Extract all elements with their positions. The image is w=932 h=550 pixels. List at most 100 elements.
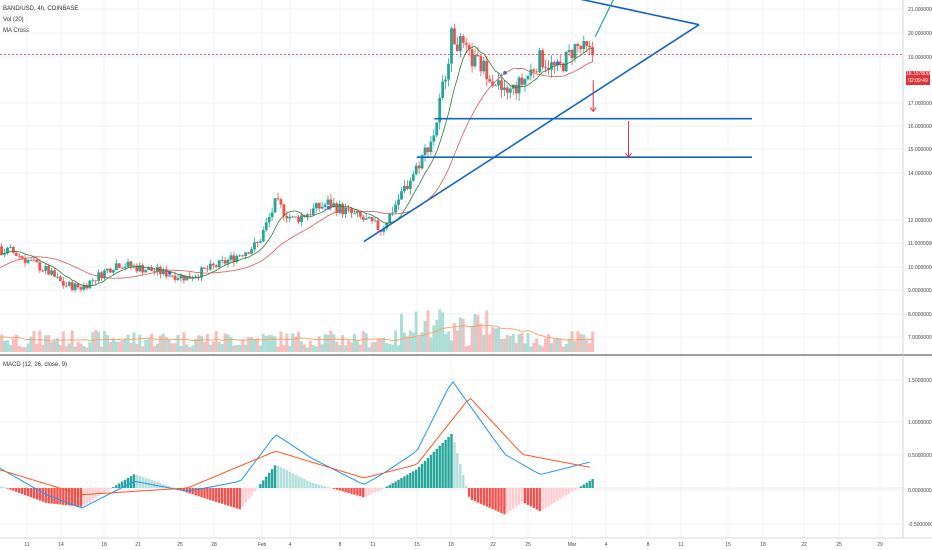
candle-body xyxy=(388,213,392,224)
symbol-legend[interactable]: BAND/USD, 4h, COINBASE xyxy=(3,6,79,12)
macd-histogram-bar xyxy=(267,472,271,488)
volume-bar xyxy=(126,334,130,352)
volume-bar xyxy=(120,340,124,352)
volume-bar xyxy=(376,339,380,352)
candle-body xyxy=(258,241,262,243)
volume-bar xyxy=(308,340,312,352)
macd-histogram-bar xyxy=(109,488,112,489)
volume-bar xyxy=(332,334,336,352)
volume-bar xyxy=(438,309,442,352)
macd-histogram-bar xyxy=(503,488,506,515)
volume-bar xyxy=(582,334,586,352)
volume-bar xyxy=(420,332,424,352)
volume-bar xyxy=(517,334,521,352)
volume-bar xyxy=(73,346,77,352)
macd-histogram-bar xyxy=(491,488,494,510)
candle-body xyxy=(503,87,506,91)
macd-histogram-bar xyxy=(18,488,21,493)
volume-legend[interactable]: Vol (20) xyxy=(3,17,24,23)
ma-cross-legend[interactable]: MA Cross xyxy=(3,28,30,34)
candle-body xyxy=(164,269,168,277)
macd-histogram-bar xyxy=(20,488,24,495)
volume-bar xyxy=(238,344,242,352)
macd-histogram-bar xyxy=(397,479,400,488)
volume-bar xyxy=(397,345,401,352)
macd-histogram-bar xyxy=(373,488,377,493)
price-axis-label: 14.0000000 xyxy=(908,171,932,177)
candle-body xyxy=(76,283,80,288)
volume-bar xyxy=(226,334,230,352)
volume-bar xyxy=(455,330,459,352)
candle-body xyxy=(114,263,118,271)
volume-bar xyxy=(105,335,109,352)
volume-bar xyxy=(194,338,198,352)
ma-cross-marker-icon xyxy=(556,61,560,66)
volume-bar xyxy=(129,343,133,352)
macd-histogram-bar xyxy=(526,488,530,505)
volume-bar xyxy=(279,331,283,352)
macd-histogram-bar xyxy=(26,488,30,497)
macd-histogram-bar xyxy=(367,488,371,496)
volume-bar xyxy=(555,337,559,352)
candle-body xyxy=(414,165,418,175)
volume-bar xyxy=(155,343,159,352)
macd-histogram-bar xyxy=(365,488,368,497)
time-axis-label: 8 xyxy=(339,542,342,548)
volume-bar xyxy=(361,331,365,352)
volume-bar xyxy=(317,336,321,352)
candle-body xyxy=(397,199,400,205)
candle-body xyxy=(9,247,12,248)
macd-legend[interactable]: MACD (12, 26, close, 9) xyxy=(3,362,68,368)
price-axis-label: 21.0000000 xyxy=(908,7,932,13)
candle-body xyxy=(11,247,15,253)
candle-body xyxy=(432,135,436,142)
candle-body xyxy=(179,275,183,279)
macd-histogram-bar xyxy=(309,482,312,488)
descending-trendline xyxy=(580,0,700,26)
candle-body xyxy=(358,211,362,217)
volume-bar xyxy=(79,343,83,352)
volume-bar xyxy=(385,343,389,352)
macd-histogram-bar xyxy=(197,488,200,497)
volume-bar xyxy=(235,344,239,352)
volume-bar xyxy=(8,344,12,352)
macd-histogram-bar xyxy=(147,478,150,488)
macd-line xyxy=(0,381,590,509)
macd-histogram-bar xyxy=(150,479,153,488)
candle-body xyxy=(423,147,427,156)
time-axis-label: 11 xyxy=(370,542,375,548)
volume-bar xyxy=(505,335,509,352)
macd-histogram-bar xyxy=(506,488,509,513)
macd-histogram-bar xyxy=(79,488,83,507)
candle-body xyxy=(129,261,133,267)
candle-body xyxy=(494,85,497,87)
volume-bar xyxy=(61,331,65,352)
candle-body xyxy=(491,81,495,86)
volume-bar xyxy=(305,347,309,352)
candle-body xyxy=(561,63,565,72)
macd-histogram-bar xyxy=(238,488,241,510)
macd-histogram-bar xyxy=(488,488,491,508)
macd-histogram-bar xyxy=(544,488,547,509)
candle-body xyxy=(120,267,124,269)
macd-histogram-bar xyxy=(156,482,159,488)
volume-bar xyxy=(123,338,127,352)
volume-bar xyxy=(205,334,209,352)
volume-bar xyxy=(100,346,104,352)
volume-bar xyxy=(464,346,468,352)
price-axis-label: 8.0000000 xyxy=(908,312,932,318)
macd-histogram-bar xyxy=(270,469,274,488)
volume-bar xyxy=(232,345,236,352)
macd-histogram-bar xyxy=(118,483,121,488)
candle-body xyxy=(520,77,524,85)
macd-histogram-bar xyxy=(476,488,480,503)
candle-body xyxy=(426,147,430,153)
macd-histogram-bar xyxy=(68,488,71,506)
candle-body xyxy=(217,260,221,268)
macd-histogram-bar xyxy=(112,487,115,488)
candle-body xyxy=(135,265,139,272)
macd-histogram-bar xyxy=(588,480,591,488)
volume-bar xyxy=(373,342,377,352)
